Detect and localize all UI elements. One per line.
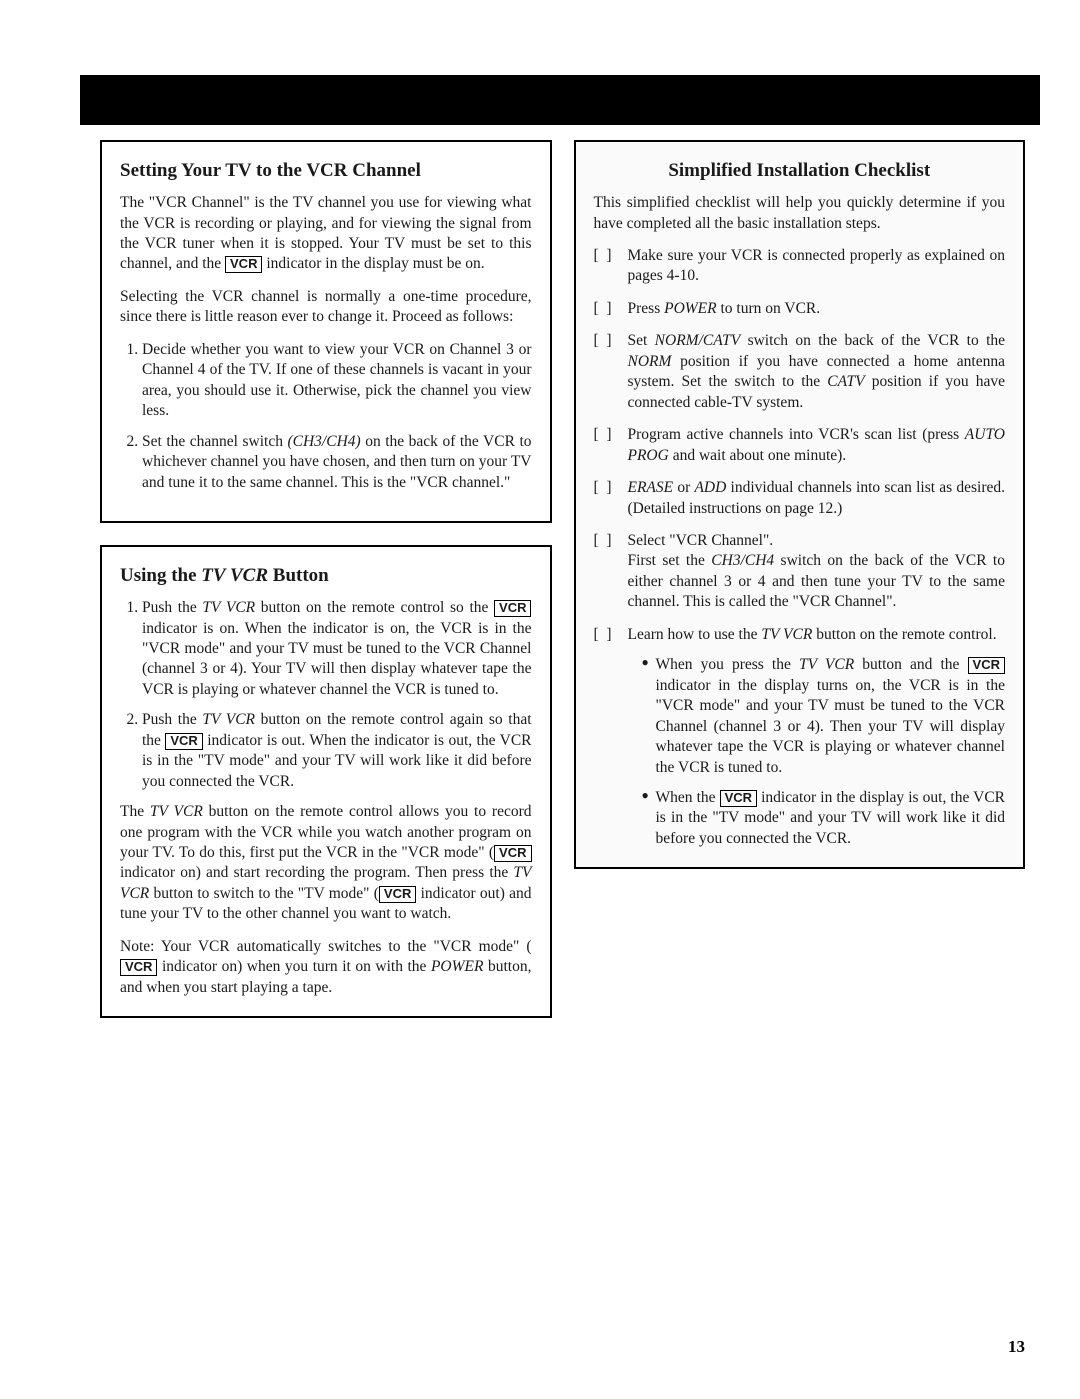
c7a: Learn how to use the [628, 626, 762, 643]
b1c: indicator in the display turns on, the V… [656, 677, 1006, 776]
c7-btn: TV VCR [761, 626, 812, 643]
box2-li1b: button on the remote control so the [255, 599, 494, 616]
box1-p1: The "VCR Channel" is the TV channel you … [120, 193, 532, 275]
box1-title: Setting Your TV to the VCR Channel [120, 158, 532, 183]
c3-text: Set NORM/CATV switch on the back of the … [628, 331, 1006, 413]
box2-p4-pwr: POWER [431, 958, 484, 975]
box2-p4a: Note: Your VCR automatically switches to… [120, 938, 532, 955]
c3b: switch on the back of the VCR to the [740, 332, 1005, 349]
box2-li2: Push the TV VCR button on the remote con… [142, 710, 532, 792]
box1-li2: Set the channel switch (CH3/CH4) on the … [142, 432, 532, 493]
box2-p3a: The [120, 803, 150, 820]
box2-p3c: indicator on) and start recording the pr… [120, 864, 513, 881]
box-checklist: Simplified Installation Checklist This s… [574, 140, 1026, 869]
c2-text: Press POWER to turn on VCR. [628, 299, 1006, 319]
box2-li1-btn: TV VCR [202, 599, 255, 616]
c3a: Set [628, 332, 655, 349]
left-column: Setting Your TV to the VCR Channel The "… [100, 140, 552, 1319]
box1-p2: Selecting the VCR channel is normally a … [120, 287, 532, 328]
vcr-indicator-icon: VCR [968, 657, 1005, 674]
box2-li2a: Push the [142, 711, 202, 728]
box2-list: Push the TV VCR button on the remote con… [120, 598, 532, 792]
check-item-3: [ ] Set NORM/CATV switch on the back of … [594, 331, 1006, 413]
box2-p3: The TV VCR button on the remote control … [120, 802, 532, 925]
vcr-indicator-icon: VCR [494, 600, 531, 617]
c5-erase: ERASE [628, 479, 674, 496]
box1-li2a: Set the channel switch [142, 433, 287, 450]
box1-list: Decide whether you want to view your VCR… [120, 340, 532, 493]
b2a: When the [656, 789, 720, 806]
box2-p4: Note: Your VCR automatically switches to… [120, 937, 532, 998]
bullet-1: When you press the TV VCR button and the… [642, 655, 1006, 778]
c5-text: ERASE or ADD individual channels into sc… [628, 478, 1006, 519]
checklist-title: Simplified Installation Checklist [594, 158, 1006, 183]
c5-or: or [673, 479, 694, 496]
c2b: to turn on VCR. [717, 300, 821, 317]
box2-title: Using the TV VCR Button [120, 563, 532, 588]
c4b: and wait about one minute). [669, 447, 846, 464]
content-area: Setting Your TV to the VCR Channel The "… [100, 140, 1025, 1319]
c6-sw: CH3/CH4 [711, 552, 774, 569]
c4-text: Program active channels into VCR's scan … [628, 425, 1006, 466]
box2-title-a: Using the [120, 565, 201, 586]
b1b: button and the [854, 656, 967, 673]
checklist-intro: This simplified checklist will help you … [594, 193, 1006, 234]
box2-li1c: indicator is on. When the indicator is o… [142, 620, 532, 698]
box1-li1: Decide whether you want to view your VCR… [142, 340, 532, 422]
c7-text: Learn how to use the TV VCR button on th… [628, 625, 1006, 850]
c2a: Press [628, 300, 665, 317]
check-item-6: [ ] Select "VCR Channel". First set the … [594, 531, 1006, 613]
c5-add: ADD [694, 479, 726, 496]
checkbox-icon: [ ] [594, 299, 628, 319]
c2-pwr: POWER [664, 300, 717, 317]
box2-li2-btn: TV VCR [202, 711, 255, 728]
box2-p3d: button to switch to the "TV mode" ( [149, 885, 379, 902]
c7b: button on the remote control. [812, 626, 996, 643]
bullet-2: When the VCR indicator in the display is… [642, 788, 1006, 849]
vcr-indicator-icon: VCR [494, 845, 531, 862]
c7-bullets: When you press the TV VCR button and the… [628, 655, 1006, 849]
check-item-1: [ ] Make sure your VCR is connected prop… [594, 246, 1006, 287]
checkbox-icon: [ ] [594, 425, 628, 466]
box2-title-b: Button [268, 565, 329, 586]
checkbox-icon: [ ] [594, 331, 628, 413]
vcr-indicator-icon: VCR [720, 790, 757, 807]
check-item-7: [ ] Learn how to use the TV VCR button o… [594, 625, 1006, 850]
checkbox-icon: [ ] [594, 246, 628, 287]
vcr-indicator-icon: VCR [120, 959, 157, 976]
c3-norm: NORM [628, 353, 672, 370]
vcr-indicator-icon: VCR [165, 733, 202, 750]
vcr-indicator-icon: VCR [225, 256, 262, 273]
box2-li1a: Push the [142, 599, 202, 616]
c1-text: Make sure your VCR is connected properly… [628, 246, 1006, 287]
checkbox-icon: [ ] [594, 478, 628, 519]
checkbox-icon: [ ] [594, 531, 628, 613]
page-number: 13 [1008, 1337, 1025, 1357]
check-item-4: [ ] Program active channels into VCR's s… [594, 425, 1006, 466]
checkbox-icon: [ ] [594, 625, 628, 850]
box2-title-btn: TV VCR [201, 565, 268, 586]
box2-p3-btn: TV VCR [150, 803, 203, 820]
check-item-5: [ ] ERASE or ADD individual channels int… [594, 478, 1006, 519]
b1-btn: TV VCR [799, 656, 854, 673]
c3-catv: CATV [827, 373, 864, 390]
b1a: When you press the [656, 656, 799, 673]
box-setting-tv: Setting Your TV to the VCR Channel The "… [100, 140, 552, 523]
check-item-2: [ ] Press POWER to turn on VCR. [594, 299, 1006, 319]
c4a: Program active channels into VCR's scan … [628, 426, 965, 443]
box2-p4b: indicator on) when you turn it on with t… [157, 958, 431, 975]
box1-li2-switch: (CH3/CH4) [287, 433, 360, 450]
right-column: Simplified Installation Checklist This s… [574, 140, 1026, 1319]
header-black-band [80, 75, 1040, 125]
c6-text: Select "VCR Channel". First set the CH3/… [628, 531, 1006, 613]
vcr-indicator-icon: VCR [379, 886, 416, 903]
c3-sw: NORM/CATV [655, 332, 741, 349]
box1-p1b: indicator in the display must be on. [262, 255, 484, 272]
box-using-tv-vcr: Using the TV VCR Button Push the TV VCR … [100, 545, 552, 1018]
c6b: First set the [628, 552, 712, 569]
checklist: [ ] Make sure your VCR is connected prop… [594, 246, 1006, 849]
c6a: Select "VCR Channel". [628, 532, 774, 549]
box2-li1: Push the TV VCR button on the remote con… [142, 598, 532, 700]
